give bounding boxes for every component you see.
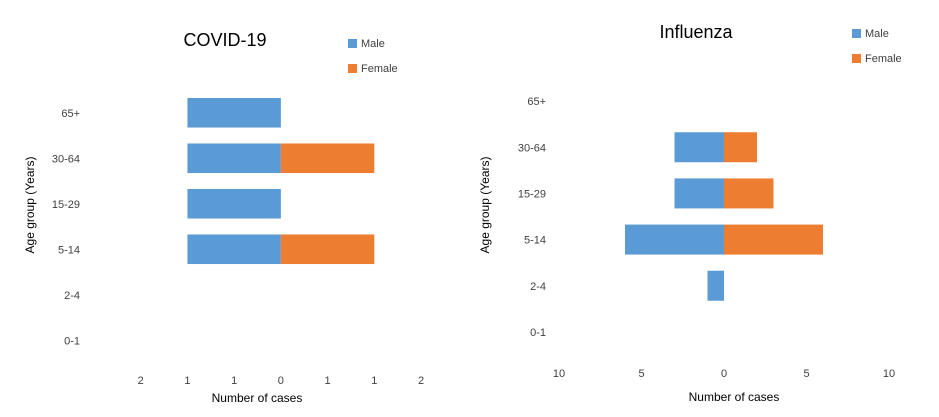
influenza-y-tick-label: 5-14 <box>524 235 546 247</box>
influenza-x-tick-label: 10 <box>883 368 895 380</box>
covid-legend-male-swatch <box>348 39 357 48</box>
influenza-bar-male-2-4 <box>707 270 724 301</box>
influenza-x-tick-label: 5 <box>803 368 809 380</box>
covid-x-tick-label: 2 <box>418 375 424 387</box>
influenza-bar-female-5-14 <box>724 224 823 255</box>
influenza-chart: Influenza Male Female Age group (Years) … <box>478 22 902 404</box>
covid-chart: COVID-19 Male Female Age group (Years) N… <box>23 30 424 405</box>
covid-y-tick-label: 65+ <box>61 108 80 120</box>
covid-y-tick-label: 15-29 <box>52 199 80 211</box>
covid-chart-title: COVID-19 <box>183 30 266 50</box>
influenza-legend-male-swatch <box>852 29 861 38</box>
influenza-chart-title: Influenza <box>659 22 733 42</box>
influenza-legend: Male Female <box>852 28 902 65</box>
influenza-y-tick-label: 15-29 <box>518 188 546 200</box>
influenza-bar-female-15-29 <box>724 178 774 209</box>
covid-y-tick-label: 0-1 <box>64 335 80 347</box>
covid-y-tick-label: 2-4 <box>64 290 80 302</box>
influenza-y-tick-label: 65+ <box>527 96 546 108</box>
covid-bar-male-65+ <box>187 97 281 128</box>
covid-legend-male-label: Male <box>361 38 385 50</box>
covid-legend-female-swatch <box>348 64 357 73</box>
covid-x-tick-label: 1 <box>184 375 190 387</box>
covid-legend-female-label: Female <box>361 63 398 75</box>
covid-bar-female-30-64 <box>280 143 375 174</box>
covid-bar-male-30-64 <box>187 143 281 174</box>
covid-y-axis-title: Age group (Years) <box>23 157 37 254</box>
influenza-y-tick-label: 30-64 <box>518 142 546 154</box>
influenza-x-axis-title: Number of cases <box>689 390 780 404</box>
influenza-legend-female-label: Female <box>865 53 902 65</box>
influenza-y-tick-label: 0-1 <box>530 327 546 339</box>
influenza-y-axis-title: Age group (Years) <box>478 157 492 254</box>
influenza-bar-male-15-29 <box>674 178 724 209</box>
influenza-x-tick-label: 10 <box>553 368 565 380</box>
influenza-legend-male-label: Male <box>865 28 889 40</box>
covid-bar-male-5-14 <box>187 234 281 265</box>
influenza-bar-male-5-14 <box>625 224 724 255</box>
covid-x-tick-label: 2 <box>138 375 144 387</box>
influenza-x-tick-label: 0 <box>721 368 727 380</box>
influenza-chart-panel: Influenza Male Female Age group (Years) … <box>462 0 939 417</box>
covid-x-tick-label: 1 <box>231 375 237 387</box>
covid-y-tick-label: 30-64 <box>52 153 80 165</box>
covid-bar-female-5-14 <box>280 234 375 265</box>
influenza-bar-female-30-64 <box>724 132 757 163</box>
influenza-bar-male-30-64 <box>674 132 724 163</box>
covid-x-tick-label: 1 <box>371 375 377 387</box>
covid-x-axis-title: Number of cases <box>212 391 303 405</box>
influenza-y-tick-label: 2-4 <box>530 281 546 293</box>
covid-legend: Male Female <box>348 38 398 75</box>
covid-y-tick-label: 5-14 <box>58 244 80 256</box>
covid-x-tick-label: 0 <box>278 375 284 387</box>
covid-bar-male-15-29 <box>187 188 281 219</box>
influenza-x-tick-label: 5 <box>638 368 644 380</box>
covid-x-tick-label: 1 <box>325 375 331 387</box>
covid-chart-panel: COVID-19 Male Female Age group (Years) N… <box>0 0 450 417</box>
influenza-legend-female-swatch <box>852 54 861 63</box>
